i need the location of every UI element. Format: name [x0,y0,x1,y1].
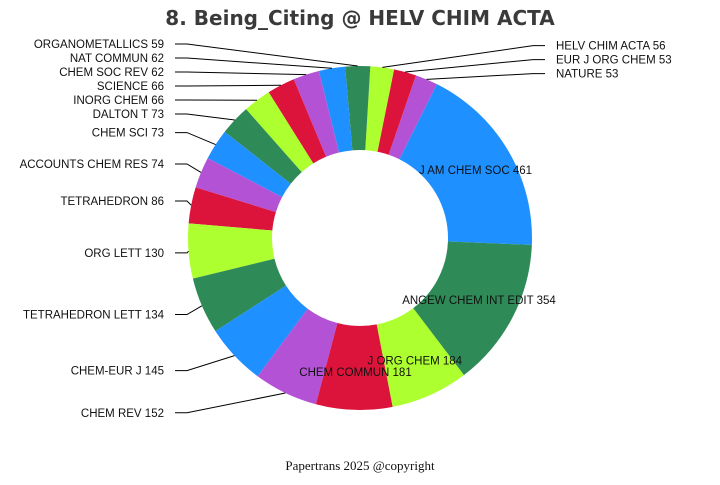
slice-label-eur-j-org-chem: EUR J ORG CHEM 53 [556,55,672,67]
leader-line-chem-soc-rev [175,72,306,75]
leader-line-organometallics [175,44,358,66]
slice-label-angew-chem-int-edit: ANGEW CHEM INT EDIT 354 [402,295,556,307]
slice-label-chem-eur-j: CHEM-EUR J 145 [71,366,164,378]
slice-label-science: SCIENCE 66 [97,81,164,93]
slice-label-chem-commun: CHEM COMMUN 181 [299,367,411,379]
slice-label-tetrahedron-lett: TETRAHEDRON LETT 134 [23,310,165,322]
slice-label-inorg-chem: INORG CHEM 66 [73,95,164,107]
leader-line-chem-rev [175,393,285,413]
leader-line-helv-chim-acta [382,46,545,68]
leader-line-science [175,85,281,86]
slice-label-nature: NATURE 53 [556,69,618,81]
slice-label-organometallics: ORGANOMETALLICS 59 [34,39,164,51]
slice-label-org-lett: ORG LETT 130 [84,248,164,260]
footer-credit: Papertrans 2025 @copyright [285,458,435,473]
leader-line-chem-sci [175,133,216,145]
slice-label-chem-sci: CHEM SCI 73 [92,128,164,140]
slice-label-tetrahedron: TETRAHEDRON 86 [60,196,164,208]
slice-label-helv-chim-acta: HELV CHIM ACTA 56 [556,41,666,53]
leader-line-tetrahedron-lett [175,306,202,315]
slice-label-j-am-chem-soc: J AM CHEM SOC 461 [419,165,532,177]
slice-label-dalton-t: DALTON T 73 [93,109,164,121]
leader-line-org-lett [175,251,189,253]
slice-label-chem-rev: CHEM REV 152 [81,408,164,420]
leader-line-tetrahedron [175,201,191,205]
chart-title: 8. Being_Citing @ HELV CHIM ACTA [165,6,555,30]
slice-label-chem-soc-rev: CHEM SOC REV 62 [59,67,164,79]
slices-layer [188,66,532,410]
leader-line-dalton-t [175,114,235,120]
leader-line-accounts-chem-res [175,164,201,172]
slice-label-accounts-chem-res: ACCOUNTS CHEM RES 74 [20,159,165,171]
slice-label-nat-commun: NAT COMMUN 62 [70,53,164,65]
slice-label-j-org-chem: J ORG CHEM 184 [368,356,463,368]
leader-line-chem-eur-j [175,356,235,371]
leader-line-nature [427,74,545,80]
